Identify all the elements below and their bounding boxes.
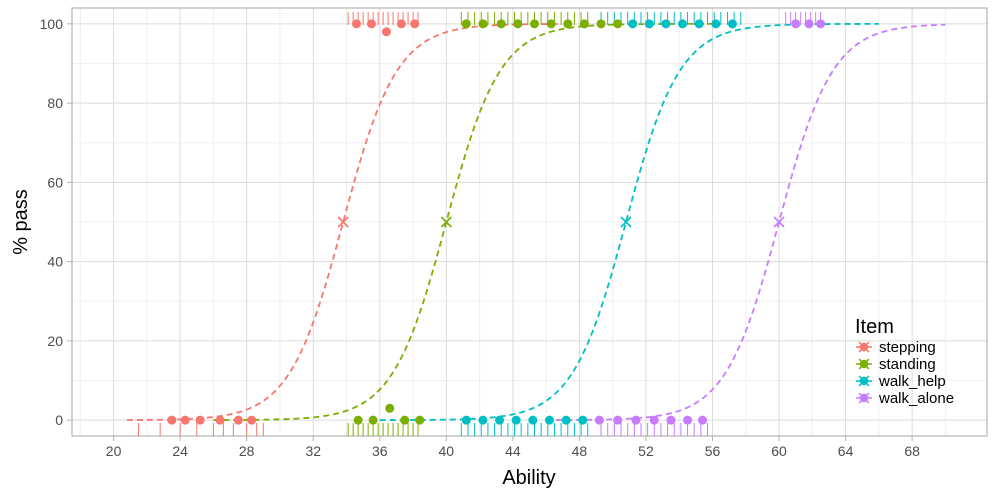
point-walk_help (528, 415, 538, 425)
point-standing (579, 19, 589, 29)
point-walk_alone (613, 415, 623, 425)
y-axis-ticks: 0 20 40 60 80 100 (40, 16, 72, 428)
y-tick-label: 100 (40, 16, 64, 32)
legend-key-point (859, 359, 869, 369)
point-stepping (247, 415, 257, 425)
point-standing (613, 19, 623, 29)
legend-title: Item (855, 316, 894, 338)
point-walk_alone (804, 19, 814, 29)
point-standing (415, 415, 425, 425)
legend-entry-stepping: stepping (856, 339, 936, 356)
y-tick-label: 40 (47, 254, 63, 270)
y-axis-title: % pass (10, 189, 32, 255)
point-standing (596, 19, 606, 29)
point-stepping (215, 415, 225, 425)
x-tick-label: 28 (239, 443, 255, 459)
x-tick-label: 56 (705, 443, 721, 459)
threshold-standing (440, 216, 452, 228)
point-walk_alone (649, 415, 659, 425)
point-walk_help (644, 19, 654, 29)
threshold-markers (337, 216, 785, 228)
point-walk_help (727, 19, 737, 29)
legend-key-point (859, 342, 869, 352)
x-tick-label: 68 (904, 443, 920, 459)
legend-key-point (859, 376, 869, 386)
point-stepping (195, 415, 205, 425)
x-axis-ticks: 20 24 28 32 36 40 44 48 52 56 60 64 68 (106, 436, 920, 459)
threshold-stepping (337, 216, 349, 228)
point-walk_alone (666, 415, 676, 425)
point-walk_help (628, 19, 638, 29)
point-standing (546, 19, 556, 29)
point-walk_help (694, 19, 704, 29)
point-standing (353, 415, 363, 425)
point-walk_help (678, 19, 688, 29)
legend-key-point (859, 393, 869, 403)
point-standing (563, 19, 573, 29)
point-walk_help (495, 415, 505, 425)
curve-walk_alone (546, 23, 946, 421)
point-walk_help (561, 415, 571, 425)
point-standing (385, 403, 395, 413)
point-walk_alone (594, 415, 604, 425)
point-stepping (381, 27, 391, 37)
point-stepping (410, 19, 420, 29)
point-walk_help (578, 415, 588, 425)
legend-entry-walk_help: walk_help (856, 373, 946, 390)
point-walk_alone (791, 19, 801, 29)
point-stepping (167, 415, 177, 425)
point-walk_help (461, 415, 471, 425)
x-axis-title: Ability (502, 467, 555, 489)
legend-entry-standing: standing (856, 356, 936, 373)
x-tick-label: 64 (838, 443, 854, 459)
x-tick-label: 60 (771, 443, 787, 459)
x-tick-label: 52 (638, 443, 654, 459)
x-tick-label: 40 (439, 443, 455, 459)
data-points (167, 19, 826, 425)
point-standing (513, 19, 523, 29)
grid-minor (72, 8, 987, 436)
y-tick-label: 60 (47, 174, 63, 190)
point-stepping (396, 19, 406, 29)
point-walk_help (544, 415, 554, 425)
point-walk_alone (631, 415, 641, 425)
point-walk_alone (698, 415, 708, 425)
legend-label: stepping (879, 339, 936, 356)
panel-border (71, 7, 988, 437)
x-tick-label: 32 (305, 443, 321, 459)
point-walk_help (478, 415, 488, 425)
x-tick-label: 24 (172, 443, 188, 459)
y-tick-label: 0 (55, 412, 63, 428)
threshold-walk_help (620, 216, 632, 228)
point-stepping (180, 415, 190, 425)
y-tick-label: 80 (47, 95, 63, 111)
x-tick-label: 36 (372, 443, 388, 459)
point-standing (368, 415, 378, 425)
legend-entry-walk_alone: walk_alone (856, 390, 954, 407)
x-tick-label: 48 (572, 443, 588, 459)
legend-label: walk_help (878, 373, 946, 390)
point-walk_help (711, 19, 721, 29)
grid-major (72, 8, 987, 436)
threshold-walk_alone (773, 216, 785, 228)
point-stepping (233, 415, 243, 425)
x-tick-label: 20 (106, 443, 122, 459)
legend-label: standing (879, 356, 936, 373)
point-standing (461, 19, 471, 29)
x-tick-label: 44 (505, 443, 521, 459)
y-tick-label: 20 (47, 333, 63, 349)
point-standing (478, 19, 488, 29)
legend-label: walk_alone (878, 390, 954, 407)
point-standing (529, 19, 539, 29)
point-walk_alone (816, 19, 826, 29)
point-stepping (366, 19, 376, 29)
point-standing (496, 19, 506, 29)
point-walk_help (661, 19, 671, 29)
point-stepping (351, 19, 361, 29)
point-walk_help (511, 415, 521, 425)
point-walk_alone (683, 415, 693, 425)
point-standing (400, 415, 410, 425)
